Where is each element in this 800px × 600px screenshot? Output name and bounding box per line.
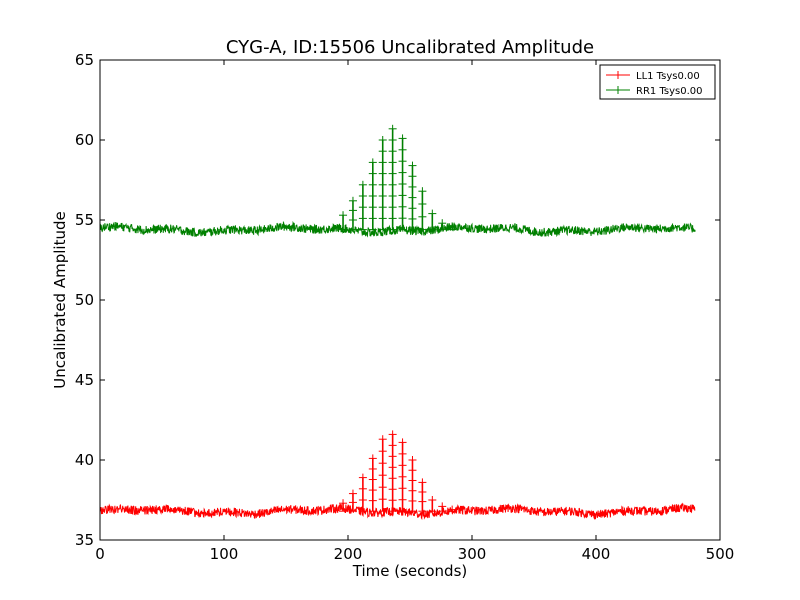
series-0 — [99, 430, 696, 521]
y-tick-label: 40 — [75, 451, 94, 469]
y-tick-label: 55 — [75, 211, 94, 229]
x-tick-label: 100 — [210, 545, 239, 563]
x-axis-label: Time (seconds) — [352, 562, 468, 580]
legend-label: LL1 Tsys0.00 — [636, 71, 700, 82]
y-tick-label: 60 — [75, 131, 94, 149]
series-line — [99, 502, 696, 521]
plot-area — [99, 124, 696, 521]
y-tick-label: 65 — [75, 51, 94, 69]
legend-label: RR1 Tsys0.00 — [636, 86, 703, 97]
legend-box — [599, 64, 716, 100]
y-tick-label: 35 — [75, 531, 94, 549]
legend: LL1 Tsys0.00 RR1 Tsys0.00 — [599, 64, 716, 100]
x-tick-label: 400 — [582, 545, 611, 563]
x-tick-label: 500 — [706, 545, 735, 563]
axis-ticks: 0 100 200 300 400 500 35 40 45 50 55 60 65 — [75, 51, 734, 563]
x-tick-label: 200 — [334, 545, 363, 563]
chart-title: CYG-A, ID:15506 Uncalibrated Amplitude — [226, 37, 594, 58]
series-1 — [99, 124, 696, 238]
series-line — [99, 220, 696, 238]
x-tick-label: 0 — [95, 545, 105, 563]
y-tick-label: 50 — [75, 291, 94, 309]
y-axis-label: Uncalibrated Amplitude — [51, 211, 69, 388]
y-tick-label: 45 — [75, 371, 94, 389]
x-tick-label: 300 — [458, 545, 487, 563]
